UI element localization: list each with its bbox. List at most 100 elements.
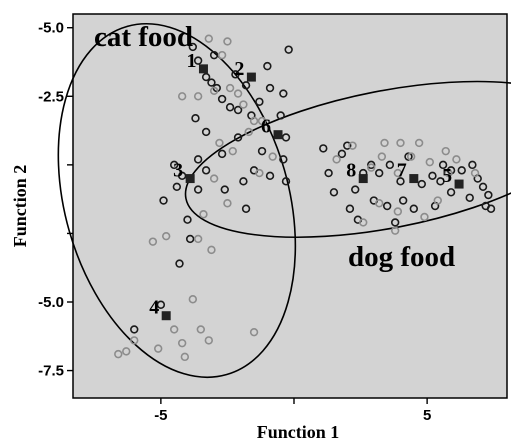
data-point xyxy=(263,61,272,71)
data-point xyxy=(223,199,232,208)
y-tick-label: -2.5 xyxy=(38,88,64,105)
centroid-label: 5 xyxy=(442,165,452,187)
data-point xyxy=(255,97,264,106)
centroid-label: 4 xyxy=(149,297,159,319)
data-point xyxy=(233,105,243,115)
centroid-marker xyxy=(273,130,283,140)
y-tick-label: -5.0 xyxy=(38,20,64,37)
data-point xyxy=(396,138,405,148)
centroid-label: 2 xyxy=(234,58,244,80)
data-point xyxy=(377,152,387,161)
data-point xyxy=(367,160,376,170)
data-point xyxy=(228,146,237,156)
data-point xyxy=(220,185,229,194)
data-point xyxy=(343,141,352,150)
group-label-cat-food: cat food xyxy=(94,21,193,53)
data-point xyxy=(148,237,158,246)
data-point xyxy=(199,210,208,219)
data-point xyxy=(239,100,248,109)
data-point xyxy=(169,160,179,170)
data-point xyxy=(193,155,203,164)
data-point xyxy=(217,50,227,60)
data-point xyxy=(367,163,376,172)
data-point xyxy=(233,133,243,142)
data-point xyxy=(188,295,198,304)
y-axis-label: Function 2 xyxy=(10,165,30,248)
data-point xyxy=(114,349,123,359)
data-point xyxy=(130,325,139,334)
data-point xyxy=(478,182,488,192)
data-point xyxy=(172,182,182,192)
data-point xyxy=(207,78,216,87)
x-tick-label: 5 xyxy=(423,407,431,424)
data-point xyxy=(414,138,424,148)
group-ellipse xyxy=(57,22,297,379)
data-point xyxy=(185,234,195,244)
centroid-label: 8 xyxy=(346,160,356,182)
data-point xyxy=(209,50,219,60)
data-point xyxy=(204,34,213,43)
data-point xyxy=(225,83,235,93)
data-point xyxy=(359,218,368,227)
x-axis-label: Function 1 xyxy=(257,422,340,442)
data-point xyxy=(265,83,275,93)
data-point xyxy=(279,155,288,164)
data-point xyxy=(393,168,403,178)
data-point xyxy=(444,168,453,178)
data-point xyxy=(257,116,267,126)
data-point xyxy=(233,89,243,98)
y-tick-label: -5.0 xyxy=(38,294,64,311)
data-point xyxy=(319,144,328,153)
data-point xyxy=(470,168,480,178)
data-point xyxy=(436,177,445,186)
data-point xyxy=(446,188,456,197)
centroid-label: 3 xyxy=(173,160,183,182)
data-point xyxy=(420,212,429,222)
data-point xyxy=(425,157,434,167)
centroid-marker xyxy=(198,64,208,74)
x-tick-label: -5 xyxy=(154,407,167,424)
data-point xyxy=(249,327,259,337)
data-point xyxy=(225,103,235,112)
data-point xyxy=(417,179,426,189)
data-point xyxy=(468,160,477,170)
data-point xyxy=(324,168,333,178)
data-point xyxy=(241,81,251,90)
centroid-marker xyxy=(185,174,195,184)
data-point xyxy=(465,193,474,202)
data-point xyxy=(281,133,291,142)
data-point xyxy=(217,94,227,104)
centroid-label: 7 xyxy=(397,160,407,182)
data-point xyxy=(481,201,490,211)
data-point xyxy=(196,325,206,334)
data-point xyxy=(249,116,259,126)
data-point xyxy=(337,149,347,159)
data-point xyxy=(279,89,288,98)
data-point xyxy=(255,168,264,178)
data-point xyxy=(351,185,360,194)
centroid-marker xyxy=(358,174,368,184)
data-point xyxy=(201,127,211,137)
data-point xyxy=(201,166,211,175)
data-point xyxy=(409,204,419,213)
group-ellipse xyxy=(184,80,511,239)
centroid-label: 6 xyxy=(261,116,271,138)
group-label-dog-food: dog food xyxy=(348,241,455,273)
data-point xyxy=(276,111,285,120)
data-point xyxy=(390,226,400,235)
data-point xyxy=(457,166,466,175)
data-point xyxy=(193,56,203,65)
data-point xyxy=(191,114,200,123)
data-point xyxy=(193,92,203,101)
data-point xyxy=(428,171,437,181)
data-point xyxy=(193,234,203,244)
data-point xyxy=(329,188,339,197)
data-point xyxy=(188,42,198,52)
data-point xyxy=(244,127,253,137)
data-point xyxy=(223,37,232,46)
data-point xyxy=(169,325,179,334)
data-point xyxy=(398,196,408,205)
data-point xyxy=(159,196,168,205)
data-point xyxy=(161,231,171,241)
data-point xyxy=(380,138,389,148)
